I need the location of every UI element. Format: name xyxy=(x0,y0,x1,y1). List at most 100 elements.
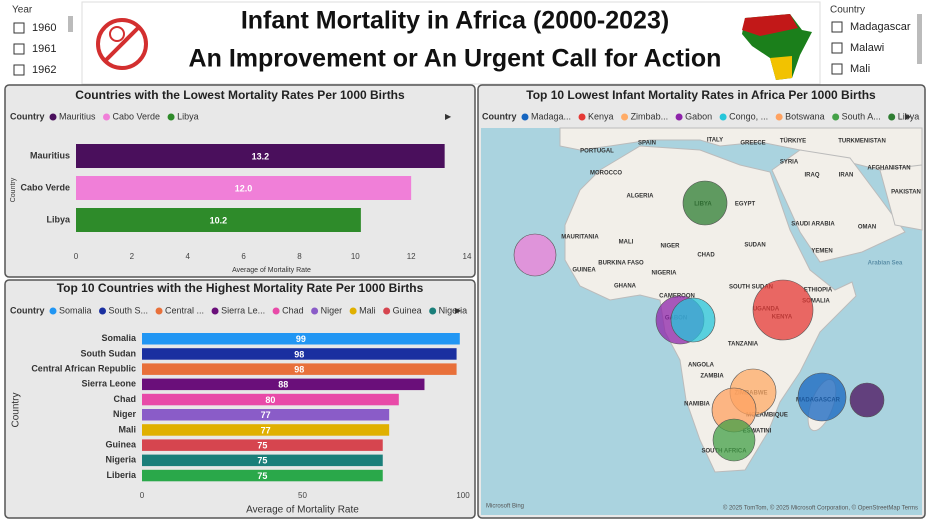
map-label: GREECE xyxy=(740,141,765,147)
africa-icon xyxy=(770,56,792,80)
map-bubble[interactable] xyxy=(712,418,756,462)
checkbox[interactable] xyxy=(831,21,843,33)
map-label: SOMALIA xyxy=(802,299,830,305)
category-label: Niger xyxy=(113,409,137,419)
slicer-item[interactable]: 1962 xyxy=(32,64,56,76)
map-attribution: © 2025 TomTom, © 2025 Microsoft Corporat… xyxy=(723,505,918,512)
slicer-item[interactable]: 1960 xyxy=(32,22,56,34)
map-bubble[interactable] xyxy=(849,382,885,418)
map-label: PAKISTAN xyxy=(891,190,921,196)
map-label: Arabian Sea xyxy=(868,261,903,267)
data-label: 75 xyxy=(257,456,267,466)
map-label: TANZANIA xyxy=(728,342,759,348)
checkbox[interactable] xyxy=(13,22,25,34)
bar xyxy=(76,208,361,232)
legend-label: Kenya xyxy=(588,111,614,121)
slicer-title: Year xyxy=(12,5,33,16)
legend-marker xyxy=(155,307,163,315)
slicer-item[interactable]: Mali xyxy=(850,63,870,75)
map-land xyxy=(771,149,906,263)
legend-scroll[interactable]: ▶ xyxy=(445,112,452,121)
x-tick-label: 14 xyxy=(463,252,472,261)
map-label: MOZAMBIQUE xyxy=(746,413,788,419)
legend-title: Country xyxy=(10,305,45,315)
x-tick-label: 12 xyxy=(407,252,416,261)
x-tick-label: 50 xyxy=(298,491,307,500)
legend-scroll[interactable]: ▶ xyxy=(455,306,462,315)
map-title: Top 10 Lowest Infant Mortality Rates in … xyxy=(526,88,876,102)
checkbox[interactable] xyxy=(13,64,25,76)
checkbox[interactable] xyxy=(831,63,843,75)
header: Infant Mortality in Africa (2000-2023) A… xyxy=(81,1,821,85)
data-label: 77 xyxy=(261,425,271,435)
legend-label: Libya xyxy=(177,111,199,121)
chart-title: Countries with the Lowest Mortality Rate… xyxy=(75,88,405,102)
map-bubble[interactable] xyxy=(513,233,557,277)
map-label: NIGERIA xyxy=(651,271,677,277)
map-bubble[interactable] xyxy=(797,372,847,422)
legend-label: Guinea xyxy=(393,305,422,315)
country-slicer: Country xyxy=(830,5,922,64)
legend-marker xyxy=(49,307,57,315)
bar xyxy=(142,378,425,391)
map-label: IRAN xyxy=(839,173,854,179)
data-label: 77 xyxy=(261,410,271,420)
map-bubble[interactable] xyxy=(682,180,728,226)
data-label: 10.2 xyxy=(210,215,228,225)
logo xyxy=(104,25,141,62)
bar xyxy=(76,144,445,168)
bar xyxy=(142,424,390,436)
checkbox[interactable] xyxy=(13,43,25,55)
legend-marker xyxy=(675,113,683,121)
map-label: CHAD xyxy=(697,253,715,259)
category-label: Mali xyxy=(118,424,136,434)
legend-marker xyxy=(832,113,840,121)
scrollbar xyxy=(68,16,73,32)
chart-title: Top 10 Countries with the Highest Mortal… xyxy=(57,281,424,295)
bar xyxy=(76,176,412,200)
africa-icon xyxy=(742,14,798,36)
x-tick-label: 0 xyxy=(74,252,79,261)
x-axis-title: Average of Mortality Rate xyxy=(232,267,311,274)
slicer-item[interactable]: Malawi xyxy=(850,42,884,54)
x-tick-label: 2 xyxy=(130,252,135,261)
legend-label: Somalia xyxy=(59,305,92,315)
map-label: AFGHANISTAN xyxy=(867,166,910,172)
y-axis-title: Country xyxy=(11,392,22,427)
legend-marker xyxy=(211,307,219,315)
map-label: ZAMBIA xyxy=(700,374,724,380)
category-label: Sierra Leone xyxy=(81,379,136,389)
legend-label: Libya xyxy=(898,111,920,121)
title: Infant Mortality in Africa (2000-2023) xyxy=(241,7,669,35)
bar xyxy=(142,348,457,360)
slicer-item[interactable]: 1961 xyxy=(32,43,56,55)
checkbox[interactable] xyxy=(831,42,843,54)
data-label: 12.0 xyxy=(235,183,253,193)
legend-label: Mali xyxy=(359,305,376,315)
map-label: NAMIBIA xyxy=(684,402,710,408)
x-tick-label: 4 xyxy=(185,252,190,261)
map-label: SPAIN xyxy=(638,141,656,147)
category-label: South Sudan xyxy=(81,348,137,358)
map-label: IRAQ xyxy=(805,173,820,179)
map-bubble[interactable] xyxy=(752,279,814,341)
bar xyxy=(142,333,460,345)
x-tick-label: 8 xyxy=(297,252,302,261)
year-slicer: Year xyxy=(12,5,73,32)
data-label: 99 xyxy=(296,334,306,344)
legend-scroll[interactable]: ▶ xyxy=(905,112,912,121)
x-tick-label: 0 xyxy=(140,491,145,500)
legend-title: Country xyxy=(482,111,517,121)
legend-label: Nigeria xyxy=(439,305,468,315)
map-label: YEMEN xyxy=(811,249,832,255)
map-label: BURKINA FASO xyxy=(598,261,644,267)
legend-label: Cabo Verde xyxy=(113,111,161,121)
category-label: Somalia xyxy=(101,333,137,343)
map-label: SAUDI ARABIA xyxy=(791,222,835,228)
category-label: Liberia xyxy=(106,470,137,480)
map-label: EGYPT xyxy=(735,202,756,208)
slicer-item[interactable]: Madagascar xyxy=(850,21,911,33)
map-bubble[interactable] xyxy=(670,297,716,343)
map-land xyxy=(879,164,923,231)
